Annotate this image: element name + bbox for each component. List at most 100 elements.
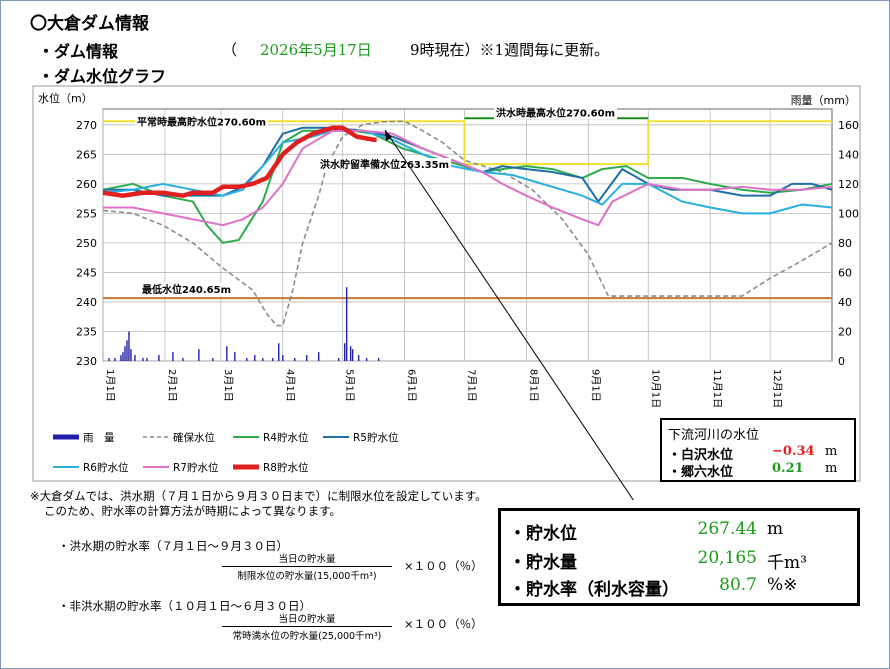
rain-bar (318, 352, 320, 361)
flood-storage-level-label: 洪水貯留準備水位263.35m (320, 158, 449, 171)
series-line-r6 (102, 129, 833, 215)
min-level-label: 最低水位240.65m (142, 283, 231, 296)
storage-volume-unit: 千m³ (767, 553, 807, 573)
rain-bar (158, 355, 160, 361)
nonflood-rate-numerator: 当日の貯水量 (222, 611, 392, 627)
rain-bar (128, 331, 130, 361)
shirasawa-unit: m (825, 444, 838, 459)
y-axis-label-left: 水位（m） (38, 91, 93, 105)
series-line-r7 (103, 129, 833, 227)
x-tick-label: 10月1日 (649, 369, 661, 408)
rain-bar (345, 287, 348, 361)
series-line-secure (102, 120, 833, 327)
y-tick-label-right: 0 (838, 355, 845, 368)
y-tick-label-left: 255 (76, 207, 97, 220)
section-dam-info: ・ダム情報 (38, 42, 119, 61)
y-tick-label-left: 265 (76, 148, 97, 161)
page-title: 〇大倉ダム情報 (30, 14, 149, 34)
note-calc-method: このため、貯水率の計算方法が時期によって異なります。 (44, 504, 341, 518)
storage-level-label: ・貯水位 (509, 524, 577, 544)
legend-label-r5: R5貯水位 (353, 431, 399, 444)
y-axis-label-right: 雨量（mm） (791, 94, 856, 107)
storage-volume-value: 20,165 (697, 548, 757, 568)
x-tick-label: 11月1日 (711, 369, 723, 408)
y-tick-label-left: 270 (76, 119, 97, 132)
rain-bar (122, 352, 124, 361)
rain-bar (182, 358, 184, 361)
storage-rate-value: 80.7 (719, 575, 757, 595)
pointer-arrowhead (385, 130, 392, 141)
goroku-unit: m (825, 461, 838, 476)
y-tick-label-left: 260 (76, 178, 97, 191)
shirasawa-value: −0.34 (772, 444, 815, 459)
x-tick-label: 4月1日 (284, 369, 296, 402)
y-tick-label-right: 60 (838, 266, 852, 279)
y-tick-label-left: 240 (76, 296, 97, 309)
rain-bar (351, 349, 354, 361)
y-tick-label-right: 120 (838, 178, 859, 191)
y-tick-label-left: 250 (76, 237, 97, 250)
y-tick-label-right: 40 (838, 296, 852, 309)
flood-max-level-label: 洪水時最高水位270.60m (496, 106, 615, 119)
rain-bar (365, 358, 368, 361)
pointer-arrow-line (384, 129, 634, 500)
storage-level-value: 267.44 (697, 519, 757, 539)
y-tick-label-right: 160 (838, 119, 859, 132)
rain-bar (226, 346, 228, 361)
normal-max-level-line (103, 120, 832, 166)
rain-bar (349, 346, 352, 361)
shirasawa-label: ・白沢水位 (668, 448, 734, 463)
legend-label-r4: R4貯水位 (263, 431, 309, 444)
storage-rate-label: ・貯水率（利水容量） (509, 580, 679, 600)
rain-bar (134, 355, 136, 361)
water-level-chart: 水位（m） 雨量（mm） 230 235 240 245 250 255 260 265 270… (32, 85, 861, 500)
x-tick-label: 5月1日 (344, 369, 356, 402)
flood-rate-title: ・洪水期の貯水率（７月１日～９月３０日） (58, 539, 288, 553)
legend-label-rain: 雨 量 (83, 432, 115, 444)
x-tick-label: 2月1日 (166, 369, 178, 402)
flood-rate-formula: 当日の貯水量 制限水位の貯水量(15,000千m³) (222, 551, 392, 582)
rain-bar (377, 358, 380, 361)
rain-bar (234, 352, 236, 361)
downstream-title: 下流河川の水位 (668, 428, 760, 443)
y-tick-label-left: 230 (76, 355, 97, 368)
legend-label-r6: R6貯水位 (83, 461, 129, 474)
y-tick-label-left: 245 (76, 266, 97, 279)
goroku-label: ・郷六水位 (668, 465, 734, 480)
x-tick-label: 3月1日 (222, 369, 234, 402)
section-graph: ・ダム水位グラフ (38, 67, 167, 86)
nonflood-rate-formula: 当日の貯水量 常時満水位の貯水量(25,000千m³) (222, 611, 392, 642)
legend-label-r7: R7貯水位 (173, 461, 219, 474)
rain-bar (198, 349, 200, 361)
rain-bar (282, 355, 284, 361)
y-tick-label-right: 140 (838, 148, 859, 161)
plot-area (102, 108, 833, 362)
x-tick-label: 9月1日 (589, 369, 601, 402)
storage-volume-label: ・貯水量 (509, 553, 577, 573)
storage-rate-unit: %※ (767, 575, 798, 595)
rain-bar (262, 358, 264, 361)
update-date: 2026年5月17日 (260, 41, 372, 59)
rain-bar (278, 343, 280, 361)
rain-bar (130, 349, 132, 361)
min-level-label-bg (140, 283, 234, 297)
x-tick-label: 8月1日 (527, 369, 539, 402)
rain-bar (343, 343, 346, 361)
rain-bar (246, 358, 248, 361)
goroku-value: 0.21 (772, 461, 804, 476)
series-line-r8 (102, 125, 377, 198)
normal-max-level-label-bg (135, 115, 269, 129)
y-tick-label-right: 80 (838, 237, 852, 250)
info-paren: （ (222, 41, 238, 59)
rain-bar (146, 358, 148, 361)
rain-bar (126, 340, 128, 361)
flood-storage-level-label-bg (318, 158, 452, 172)
update-time-note: 9時現在）※1週間毎に更新。 (410, 41, 610, 59)
y-tick-label-left: 235 (76, 325, 97, 338)
storage-level-unit: m (767, 519, 784, 539)
flood-rate-numerator: 当日の貯水量 (222, 551, 392, 567)
legend-label-r8: R8貯水位 (263, 461, 309, 474)
flood-max-level-label-bg (494, 106, 618, 120)
storage-summary-box: ・貯水位 267.44 m ・貯水量 20,165 千m³ ・貯水率（利水容量）… (498, 508, 860, 606)
rain-bar (254, 355, 256, 361)
